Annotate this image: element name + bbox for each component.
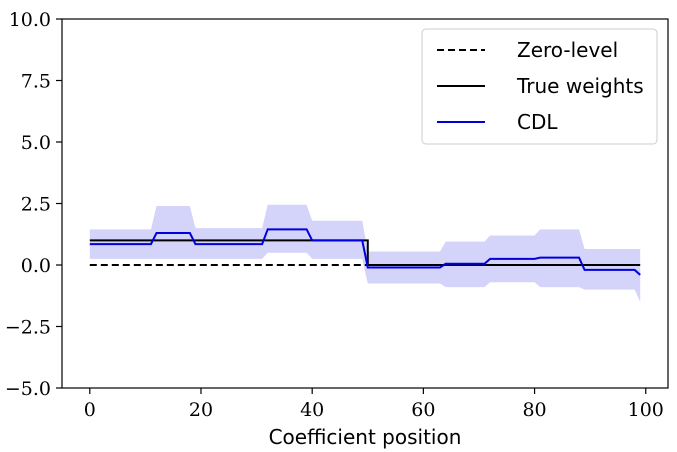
y-tick-label: 5.0 [21,132,51,154]
y-axis-ticks: −5.0 −2.5 0.0 2.5 5.0 7.5 10.0 [5,9,62,400]
series-line-true-weights [89,239,641,266]
x-tick-label: 60 [411,399,435,421]
y-tick-label: 7.5 [21,71,51,93]
y-tick-label: 2.5 [21,194,51,216]
y-tick-label: 10.0 [9,9,51,31]
x-tick-label: 0 [84,399,96,421]
x-tick-label: 80 [522,399,546,421]
x-axis-ticks: 0 20 40 60 80 100 [84,388,664,421]
series-line-cdl [89,228,641,276]
series-lines-layer [89,228,641,276]
legend-label: CDL [517,110,558,134]
x-tick-label: 40 [300,399,324,421]
legend-label: True weights [516,74,644,98]
legend: Zero-level True weights CDL [421,28,658,145]
legend-box [421,28,658,145]
y-tick-label: −2.5 [5,317,51,339]
y-tick-label: 0.0 [21,255,51,277]
legend-label: Zero-level [517,38,618,62]
y-tick-label: −5.0 [5,378,51,400]
x-axis-label: Coefficient position [269,425,462,449]
x-tick-label: 100 [628,399,664,421]
x-tick-label: 20 [189,399,213,421]
